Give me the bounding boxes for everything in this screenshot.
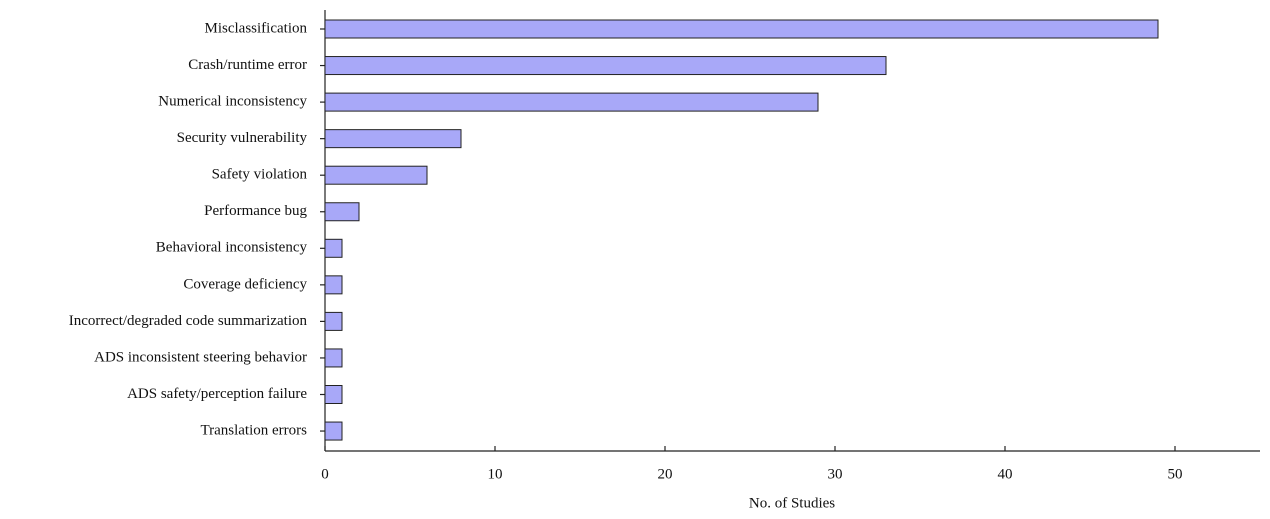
- y-tick-label: Performance bug: [204, 203, 307, 219]
- bar: [324, 165, 428, 185]
- bar: [324, 421, 343, 441]
- bar: [324, 348, 343, 368]
- x-tick-label: 20: [658, 466, 673, 482]
- bar: [324, 275, 343, 295]
- y-tick-label: ADS safety/perception failure: [127, 386, 307, 402]
- bar: [324, 129, 462, 149]
- y-tick-label: Numerical inconsistency: [158, 94, 307, 110]
- y-tick-label: Security vulnerability: [177, 130, 308, 146]
- bar: [324, 56, 887, 76]
- x-tick-label: 50: [1168, 466, 1183, 482]
- y-tick-label: Incorrect/degraded code summarization: [69, 313, 308, 329]
- x-axis-label: No. of Studies: [749, 495, 835, 511]
- x-tick-label: 30: [828, 466, 843, 482]
- y-tick-label: Behavioral inconsistency: [156, 240, 308, 256]
- bar: [324, 238, 343, 258]
- x-tick-label: 40: [998, 466, 1013, 482]
- bar: [324, 385, 343, 404]
- y-tick-label: Coverage deficiency: [183, 276, 307, 292]
- y-tick-label: ADS inconsistent steering behavior: [94, 349, 307, 365]
- bar: [324, 311, 343, 331]
- y-tick-label: Translation errors: [200, 422, 307, 438]
- bar: [324, 92, 819, 112]
- bar: [324, 202, 360, 222]
- y-tick-label: Safety violation: [212, 167, 308, 183]
- x-tick-label: 0: [321, 466, 329, 482]
- y-tick-label: Misclassification: [205, 20, 308, 36]
- y-tick-label: Crash/runtime error: [188, 57, 307, 73]
- bar: [324, 19, 1159, 39]
- x-tick-label: 10: [488, 466, 503, 482]
